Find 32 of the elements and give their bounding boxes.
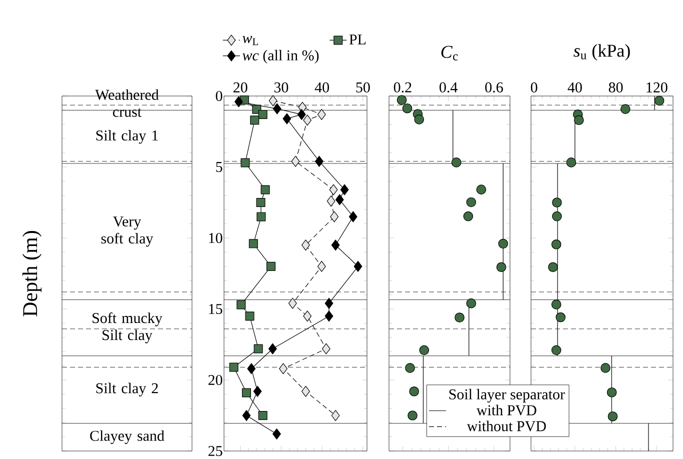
x-axis-title: C$_{c}$ (441, 46, 458, 60)
y-tick-label: 0 (216, 90, 222, 102)
y-tick-label: 10 (209, 232, 222, 244)
x-tick-label: 30 (274, 82, 288, 92)
text: Weathered crust (95, 89, 159, 117)
y-tick-label: 25 (208, 446, 222, 456)
x-tick-label: 20 (234, 82, 248, 92)
x-tick-label: 40 (314, 82, 329, 92)
legend-label: PL (349, 34, 366, 44)
y-tick-label: 15 (209, 304, 222, 314)
x-tick-label: 40 (568, 82, 582, 92)
legend-label: w$_{L}$ (242, 36, 258, 46)
legend-title: Soil layer separator (449, 388, 565, 403)
x-tick-label: 50 (356, 82, 370, 92)
text: Clayey sand (90, 430, 164, 444)
y-tick-label: 20 (208, 374, 222, 386)
x-axis-title: s$_{u}$ (kPa) (574, 44, 630, 60)
text: Silt clay 1 (96, 130, 158, 144)
y-tick-label: 5 (216, 162, 222, 172)
x-tick-label: 0.6 (485, 82, 503, 92)
y-axis-title: Depth (m) (22, 230, 42, 316)
x-tick-label: 0.4 (440, 82, 458, 92)
x-tick-label: 0 (530, 82, 538, 92)
legend-label: wc (all in %) (242, 50, 319, 64)
legend-label: with PVD (476, 404, 536, 416)
x-tick-label: 0.2 (394, 82, 412, 92)
x-tick-label: 80 (608, 82, 623, 92)
x-tick-label: 120 (646, 82, 668, 92)
text: Silt clay 2 (96, 382, 158, 396)
legend-label: without PVD (466, 420, 546, 432)
text: Soft mucky Silt clay (92, 312, 162, 344)
text: Very soft clay (101, 216, 154, 247)
